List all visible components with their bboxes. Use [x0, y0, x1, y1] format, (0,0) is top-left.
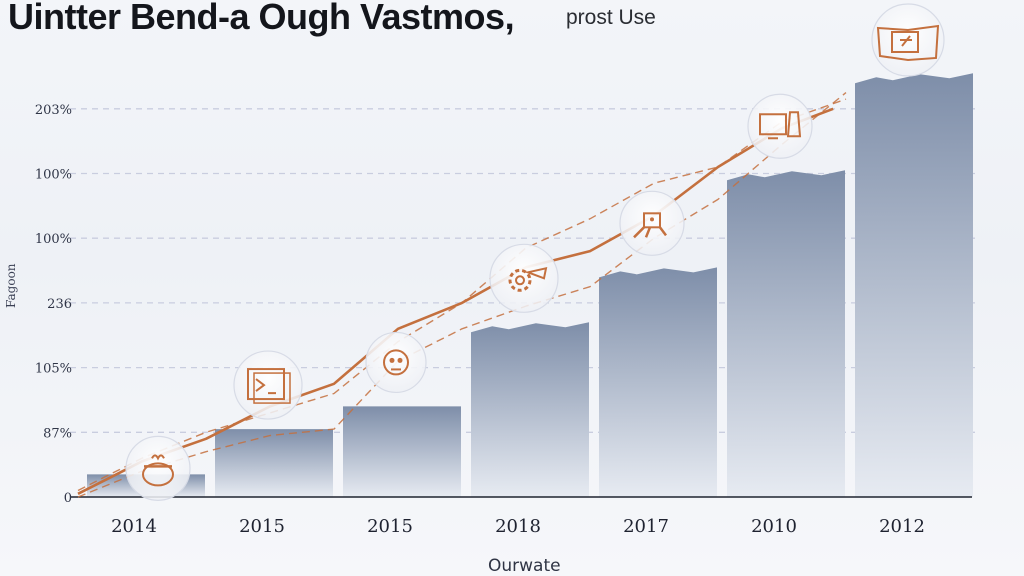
chart-title: Uintter Bend-a Ough Vastmos,	[8, 0, 515, 37]
y-tick-label: 0	[64, 491, 72, 506]
bar	[855, 73, 973, 497]
bar	[727, 170, 845, 497]
trend-line-dashed	[77, 92, 847, 498]
x-tick-label: 2017	[623, 516, 669, 537]
x-tick-label: 2010	[751, 516, 797, 537]
y-tick-label: 87%	[43, 426, 72, 441]
x-tick-label: 2014	[111, 516, 157, 537]
x-tick-label: 2018	[495, 516, 541, 537]
x-axis-label: Ourwate	[488, 556, 561, 576]
bar	[471, 322, 589, 497]
terminal-icon	[233, 350, 303, 420]
book-icon	[871, 3, 945, 77]
y-tick-label: 236	[47, 297, 72, 312]
bar	[599, 267, 717, 497]
skull-icon	[365, 331, 427, 394]
y-tick-label: 203%	[35, 103, 72, 118]
y-tick-label: 100%	[35, 168, 72, 183]
gear-icon	[489, 243, 559, 313]
bar	[215, 429, 333, 497]
cauldron-icon	[125, 435, 191, 501]
x-tick-label: 2015	[367, 516, 413, 537]
x-tick-label: 2015	[239, 516, 285, 537]
robot-icon	[619, 190, 685, 256]
x-tick-label: 2012	[879, 516, 925, 537]
bar	[343, 406, 461, 497]
y-tick-label: 105%	[35, 362, 72, 377]
monitor-icon	[747, 93, 813, 159]
y-tick-label: 100%	[35, 232, 72, 247]
chart-subtitle: prost Use	[566, 6, 656, 29]
trend-line-dashed	[77, 98, 847, 492]
